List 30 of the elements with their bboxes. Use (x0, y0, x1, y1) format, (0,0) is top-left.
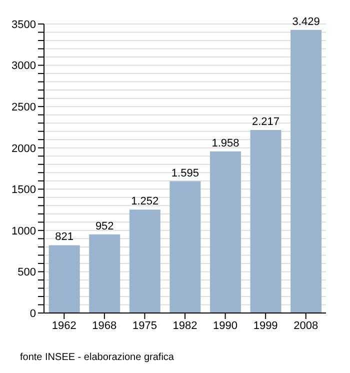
x-tick-label: 1990 (213, 320, 238, 332)
x-tick-label: 1975 (132, 320, 157, 332)
x-tick-label: 1999 (253, 320, 278, 332)
y-tick-label: 1500 (12, 184, 36, 196)
y-tick-label: 3500 (12, 18, 36, 31)
bar (170, 181, 201, 313)
y-tick-label: 1000 (12, 225, 36, 238)
bar (210, 151, 241, 313)
data-label: 1.252 (131, 196, 159, 208)
data-label: 1.958 (212, 137, 240, 150)
y-tick-label: 2500 (12, 101, 36, 114)
data-label: 952 (95, 220, 114, 232)
source-note: fonte INSEE - elaborazione grafica (20, 352, 174, 363)
y-tick-label: 0 (30, 308, 36, 320)
data-label: 3.429 (292, 16, 320, 28)
x-tick-label: 2008 (294, 320, 318, 332)
y-tick-label: 500 (18, 266, 36, 279)
y-tick-label: 2000 (12, 142, 36, 155)
x-tick-label: 1968 (92, 320, 117, 332)
bar (129, 210, 160, 313)
y-tick-label: 3000 (12, 60, 36, 72)
x-tick-label: 1982 (172, 320, 198, 332)
data-label: 1.595 (171, 167, 199, 180)
data-label: 2.217 (252, 116, 280, 128)
bar (48, 245, 80, 313)
x-tick-label: 1962 (52, 320, 76, 332)
bar (290, 30, 322, 313)
data-label: 821 (55, 231, 74, 244)
bar (89, 234, 120, 313)
bar (250, 130, 282, 313)
